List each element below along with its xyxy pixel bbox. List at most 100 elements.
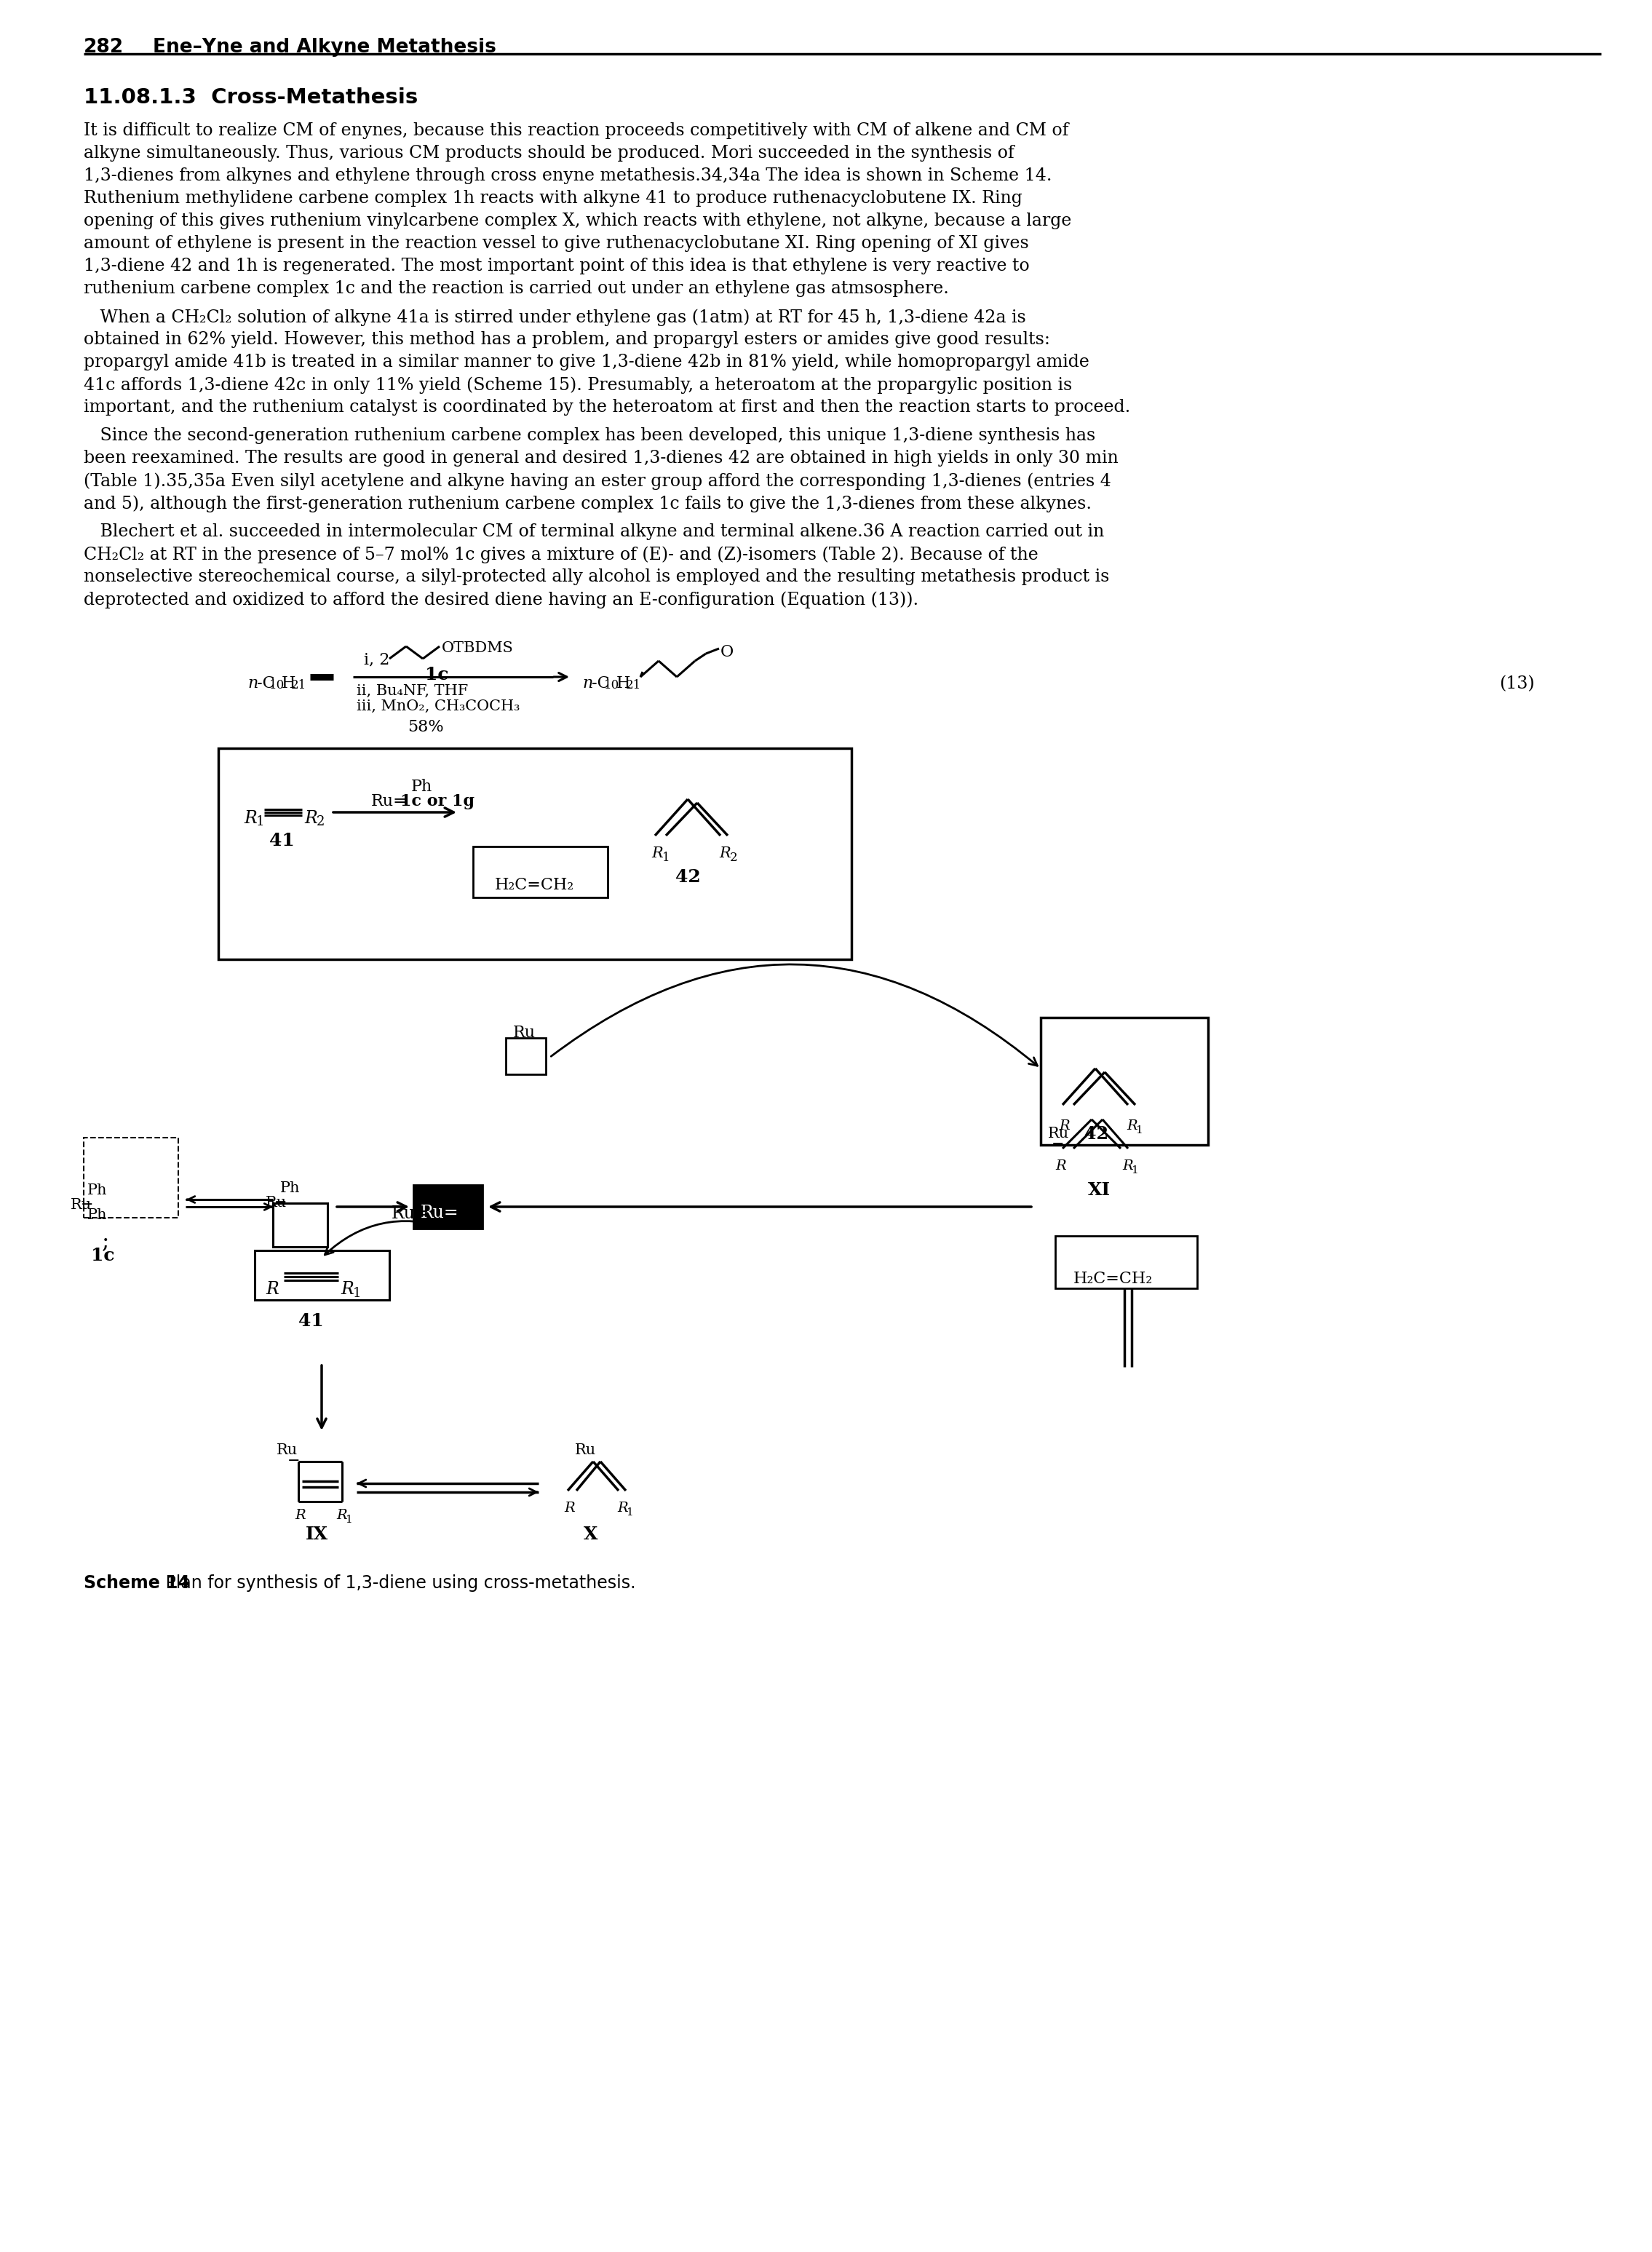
Text: X: X bbox=[583, 1525, 598, 1543]
Text: iii, MnO₂, CH₃COCH₃: iii, MnO₂, CH₃COCH₃ bbox=[357, 700, 520, 714]
Text: 1c or 1g: 1c or 1g bbox=[400, 793, 474, 808]
Text: OTBDMS: OTBDMS bbox=[441, 642, 514, 655]
Text: Blechert et al. succeeded in intermolecular CM of terminal alkyne and terminal a: Blechert et al. succeeded in intermolecu… bbox=[84, 522, 1104, 540]
Text: deprotected and oxidized to afford the desired diene having an E-configuration (: deprotected and oxidized to afford the d… bbox=[84, 590, 919, 608]
Text: obtained in 62% yield. However, this method has a problem, and propargyl esters : obtained in 62% yield. However, this met… bbox=[84, 331, 1051, 347]
Text: 1,3-diene 42 and 1h is regenerated. The most important point of this idea is tha: 1,3-diene 42 and 1h is regenerated. The … bbox=[84, 257, 1029, 275]
Text: Ru=: Ru= bbox=[372, 793, 408, 808]
Text: -C: -C bbox=[258, 676, 274, 691]
Text: H: H bbox=[616, 676, 631, 691]
Bar bbox=[1056, 1236, 1198, 1288]
Text: 1c: 1c bbox=[91, 1248, 114, 1263]
Text: 1: 1 bbox=[1132, 1164, 1138, 1176]
Text: R: R bbox=[651, 847, 662, 860]
Text: Ru: Ru bbox=[266, 1196, 287, 1209]
Text: R: R bbox=[719, 847, 730, 860]
Text: n: n bbox=[248, 676, 258, 691]
Text: R: R bbox=[1059, 1119, 1069, 1133]
Text: XI: XI bbox=[1089, 1182, 1110, 1198]
Text: Ru: Ru bbox=[1047, 1126, 1069, 1140]
Text: When a CH₂Cl₂ solution of alkyne 41a is stirred under ethylene gas (1atm) at RT : When a CH₂Cl₂ solution of alkyne 41a is … bbox=[84, 309, 1026, 327]
Text: Ru: Ru bbox=[575, 1444, 596, 1457]
Text: Ru: Ru bbox=[514, 1025, 535, 1040]
Text: alkyne simultaneously. Thus, various CM products should be produced. Mori succee: alkyne simultaneously. Thus, various CM … bbox=[84, 144, 1014, 162]
Text: R: R bbox=[266, 1281, 279, 1297]
Text: R: R bbox=[563, 1502, 575, 1516]
Text: 1: 1 bbox=[662, 851, 671, 865]
Text: R: R bbox=[337, 1509, 347, 1522]
Text: 1c: 1c bbox=[425, 667, 448, 682]
Text: −: − bbox=[274, 1196, 287, 1209]
Text: 42: 42 bbox=[676, 869, 700, 885]
Text: opening of this gives ruthenium vinylcarbene complex X, which reacts with ethyle: opening of this gives ruthenium vinylcar… bbox=[84, 212, 1072, 230]
Text: (Table 1).35,35a Even silyl acetylene and alkyne having an ester group afford th: (Table 1).35,35a Even silyl acetylene an… bbox=[84, 473, 1112, 489]
Bar bbox=[1041, 1018, 1208, 1144]
Text: Ruthenium methylidene carbene complex 1h reacts with alkyne 41 to produce ruthen: Ruthenium methylidene carbene complex 1h… bbox=[84, 189, 1023, 207]
Text: R: R bbox=[244, 811, 256, 826]
Text: R: R bbox=[1122, 1160, 1133, 1173]
Text: 1: 1 bbox=[354, 1286, 362, 1299]
Text: been reexamined. The results are good in general and desired 1,3-dienes 42 are o: been reexamined. The results are good in… bbox=[84, 450, 1118, 466]
Text: amount of ethylene is present in the reaction vessel to give ruthenacyclobutane : amount of ethylene is present in the rea… bbox=[84, 234, 1029, 252]
Text: 1: 1 bbox=[345, 1516, 352, 1525]
Text: −: − bbox=[287, 1455, 301, 1468]
Text: 10: 10 bbox=[269, 680, 284, 691]
Text: R: R bbox=[294, 1509, 306, 1522]
Text: It is difficult to realize CM of enynes, because this reaction proceeds competit: It is difficult to realize CM of enynes,… bbox=[84, 122, 1069, 140]
Text: 282: 282 bbox=[84, 38, 124, 56]
Text: −: − bbox=[81, 1198, 94, 1212]
Text: 2: 2 bbox=[730, 851, 738, 865]
Text: 10: 10 bbox=[605, 680, 620, 691]
Text: 42: 42 bbox=[1084, 1126, 1108, 1142]
Text: R: R bbox=[340, 1281, 354, 1297]
Bar bbox=[413, 1185, 482, 1230]
Text: R: R bbox=[304, 811, 317, 826]
Text: 58%: 58% bbox=[408, 718, 444, 734]
Text: Ru: Ru bbox=[276, 1444, 297, 1457]
Text: Ph: Ph bbox=[411, 779, 433, 795]
Text: Ru: Ru bbox=[71, 1198, 93, 1212]
Text: O: O bbox=[720, 644, 733, 660]
Text: nonselective stereochemical course, a silyl-protected ally alcohol is employed a: nonselective stereochemical course, a si… bbox=[84, 568, 1110, 586]
Text: 41c affords 1,3-diene 42c in only 11% yield (Scheme 15). Presumably, a heteroato: 41c affords 1,3-diene 42c in only 11% yi… bbox=[84, 376, 1072, 394]
Text: 2: 2 bbox=[317, 815, 325, 829]
Text: Ru=: Ru= bbox=[421, 1205, 459, 1221]
Text: propargyl amide 41b is treated in a similar manner to give 1,3-diene 42b in 81% : propargyl amide 41b is treated in a simi… bbox=[84, 354, 1089, 372]
Text: 41: 41 bbox=[269, 831, 294, 849]
Text: 21: 21 bbox=[291, 680, 307, 691]
Text: Ru=: Ru= bbox=[392, 1205, 430, 1223]
Text: Scheme 14: Scheme 14 bbox=[84, 1574, 190, 1592]
Text: 1: 1 bbox=[1135, 1126, 1143, 1135]
Text: 21: 21 bbox=[626, 680, 641, 691]
Text: 1,3-dienes from alkynes and ethylene through cross enyne metathesis.34,34a The i: 1,3-dienes from alkynes and ethylene thr… bbox=[84, 167, 1052, 185]
Text: (13): (13) bbox=[1498, 676, 1535, 691]
Text: 41: 41 bbox=[299, 1313, 324, 1329]
Text: i, 2: i, 2 bbox=[363, 651, 390, 667]
Text: ii, Bu₄NF, THF: ii, Bu₄NF, THF bbox=[357, 685, 468, 698]
Text: 11.08.1.3  Cross-Metathesis: 11.08.1.3 Cross-Metathesis bbox=[84, 88, 418, 108]
Text: R: R bbox=[1127, 1119, 1137, 1133]
Text: and 5), although the first-generation ruthenium carbene complex 1c fails to give: and 5), although the first-generation ru… bbox=[84, 495, 1092, 511]
Text: H₂C=CH₂: H₂C=CH₂ bbox=[496, 876, 575, 894]
Text: ruthenium carbene complex 1c and the reaction is carried out under an ethylene g: ruthenium carbene complex 1c and the rea… bbox=[84, 279, 948, 297]
Text: Ph: Ph bbox=[281, 1182, 301, 1196]
Text: important, and the ruthenium catalyst is coordinated by the heteroatom at first : important, and the ruthenium catalyst is… bbox=[84, 399, 1130, 417]
Text: n: n bbox=[582, 676, 593, 691]
Bar bbox=[472, 847, 608, 899]
Bar bbox=[218, 748, 851, 959]
Bar bbox=[273, 1203, 327, 1248]
Text: 1: 1 bbox=[256, 815, 264, 829]
Text: Plan for synthesis of 1,3-diene using cross-metathesis.: Plan for synthesis of 1,3-diene using cr… bbox=[149, 1574, 636, 1592]
Text: H₂C=CH₂: H₂C=CH₂ bbox=[1074, 1270, 1153, 1286]
Text: Ene–Yne and Alkyne Metathesis: Ene–Yne and Alkyne Metathesis bbox=[154, 38, 496, 56]
Text: Ph: Ph bbox=[88, 1209, 107, 1223]
Text: 1h: 1h bbox=[431, 1250, 458, 1268]
Text: H: H bbox=[281, 676, 296, 691]
Text: CH₂Cl₂ at RT in the presence of 5–7 mol% 1c gives a mixture of (E)- and (Z)-isom: CH₂Cl₂ at RT in the presence of 5–7 mol%… bbox=[84, 545, 1039, 563]
Bar bbox=[254, 1250, 390, 1299]
Text: R: R bbox=[1056, 1160, 1066, 1173]
Bar bbox=[84, 1137, 178, 1218]
Text: −: − bbox=[1052, 1137, 1064, 1151]
Text: -C: -C bbox=[591, 676, 610, 691]
Text: Ph: Ph bbox=[88, 1185, 107, 1198]
